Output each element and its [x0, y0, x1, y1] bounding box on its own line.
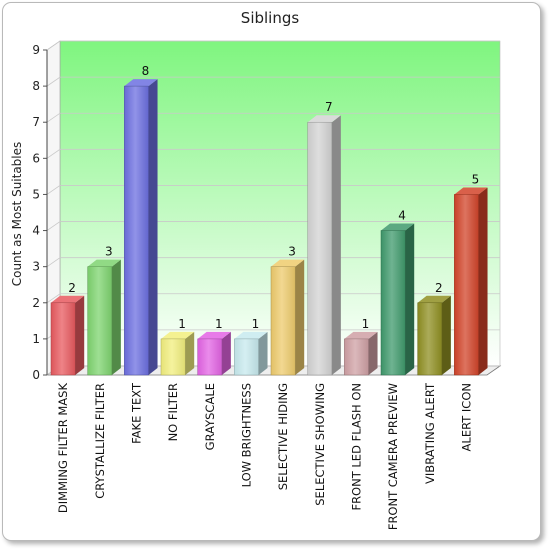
bar-top: [87, 259, 121, 267]
plot-area: 0 1 2 3 4 5 6 7 8 9 2 DIMMING FILTER MASK 3 CRYSTALLI…: [32, 40, 502, 530]
y-axis-label: Count as Most Suitables: [10, 142, 24, 287]
y-tick-label: 6: [32, 151, 40, 165]
x-tick-label: LOW BRIGHTNESS: [239, 383, 253, 487]
bar-side: [221, 331, 231, 375]
bar-top: [51, 295, 85, 303]
x-tick-label: ALERT ICON: [459, 383, 473, 451]
bar-side: [295, 259, 305, 375]
y-tick-label: 7: [32, 115, 40, 129]
y-tick-label: 8: [32, 79, 40, 93]
bar: [87, 266, 113, 376]
bar: [234, 338, 259, 376]
x-tick-label: FAKE TEXT: [129, 382, 143, 444]
bar-side: [478, 187, 488, 375]
bar-top: [271, 259, 305, 267]
y-tick-label: 1: [32, 332, 40, 346]
y-tick-label: 5: [32, 187, 40, 201]
bar-top: [197, 331, 231, 339]
bar-side: [405, 223, 415, 375]
y-tick-label: 2: [32, 296, 40, 310]
gridline: [46, 293, 500, 304]
bar-top: [381, 223, 415, 231]
bar: [344, 338, 369, 376]
y-tick-label: 4: [32, 224, 40, 238]
bar-top: [417, 295, 451, 303]
bar: [307, 121, 333, 376]
data-label: 4: [398, 209, 406, 223]
bar-top: [307, 115, 341, 123]
x-tick-label: CRYSTALLIZE FILTER: [93, 383, 107, 499]
data-label: 2: [68, 281, 76, 295]
bar: [124, 85, 149, 376]
bar-top: [124, 79, 158, 87]
data-label: 3: [288, 245, 296, 259]
bar-top: [161, 331, 195, 339]
x-tick-label: GRAYSCALE: [203, 383, 217, 450]
gridline: [46, 257, 500, 267]
bar-top: [234, 331, 268, 339]
gridline: [46, 112, 500, 123]
bar-side: [441, 295, 451, 375]
bar: [160, 338, 186, 376]
bar-side: [331, 115, 341, 375]
x-tick-label: VIBRATING ALERT: [423, 382, 437, 484]
y-tick-label: 0: [32, 368, 40, 382]
x-tick-label: FRONT CAMERA PREVIEW: [386, 383, 400, 530]
x-tick-label: SELECTIVE HIDING: [276, 383, 290, 490]
bar-side: [185, 331, 195, 375]
x-tick-label: NO FILTER: [166, 383, 180, 441]
bar: [197, 338, 223, 376]
data-label: 1: [252, 317, 260, 331]
chart-title: Siblings: [241, 9, 300, 27]
data-label: 5: [472, 172, 480, 186]
data-label: 2: [435, 281, 443, 295]
data-label: 3: [105, 245, 113, 259]
data-label: 7: [325, 100, 333, 114]
gridline: [46, 148, 500, 159]
gridline: [46, 76, 500, 87]
bar: [380, 230, 406, 376]
data-label: 8: [142, 64, 150, 78]
bar: [417, 302, 443, 376]
bar: [454, 194, 479, 376]
data-label: 1: [178, 317, 186, 331]
gridline: [46, 221, 500, 231]
x-tick-label: FRONT LED FLASH ON: [349, 383, 363, 511]
data-label: 1: [362, 317, 370, 331]
bar-side: [148, 79, 158, 375]
bar-top: [344, 331, 378, 339]
bar-side: [111, 259, 121, 375]
x-tick-label: SELECTIVE SHOWING: [313, 383, 327, 506]
bar: [270, 266, 296, 376]
bar: [50, 302, 76, 376]
gridline: [46, 40, 500, 51]
bar-top: [454, 187, 488, 195]
bar-side: [75, 295, 85, 375]
y-tick-label: 3: [32, 260, 40, 274]
x-tick-label: DIMMING FILTER MASK: [56, 383, 70, 514]
gridline: [46, 185, 500, 195]
bar-side: [258, 331, 268, 375]
y-tick-label: 9: [32, 43, 40, 57]
data-label: 1: [215, 317, 223, 331]
bar-side: [368, 331, 378, 375]
